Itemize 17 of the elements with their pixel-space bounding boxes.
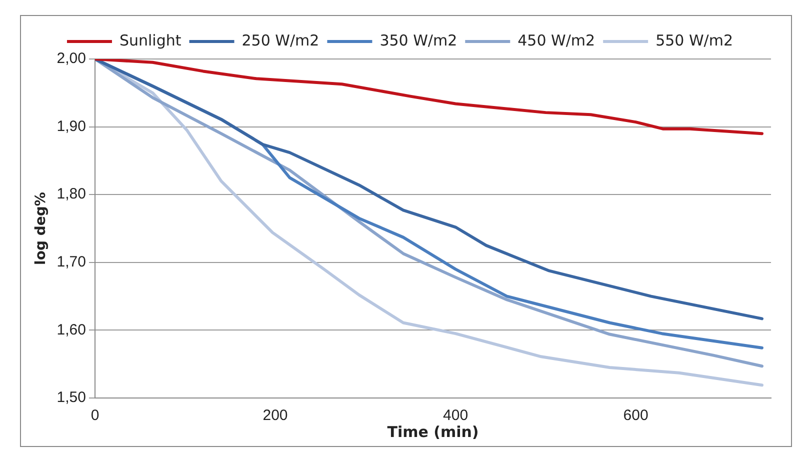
x-tick-label: 400 [443, 407, 468, 424]
x-tick-label: 200 [262, 407, 288, 424]
y-tick-label: 1,80 [56, 186, 86, 203]
y-tick-label: 1,70 [56, 254, 86, 271]
legend-label: Sunlight [119, 31, 182, 50]
x-tick-label: 0 [90, 407, 100, 424]
legend-label: 350 W/m2 [380, 31, 458, 50]
y-tick-label: 1,50 [56, 389, 86, 406]
y-tick-label: 2,00 [56, 50, 86, 68]
y-tick-label: 1,90 [56, 118, 86, 135]
legend-label: 250 W/m2 [242, 31, 320, 50]
legend-label: 450 W/m2 [518, 31, 596, 50]
x-tick-label: 600 [623, 407, 648, 424]
legend-label: 550 W/m2 [656, 31, 734, 50]
y-tick-label: 1,60 [56, 321, 86, 338]
x-axis-title: Time (min) [387, 422, 479, 441]
y-axis-title: log deg% [33, 192, 50, 265]
